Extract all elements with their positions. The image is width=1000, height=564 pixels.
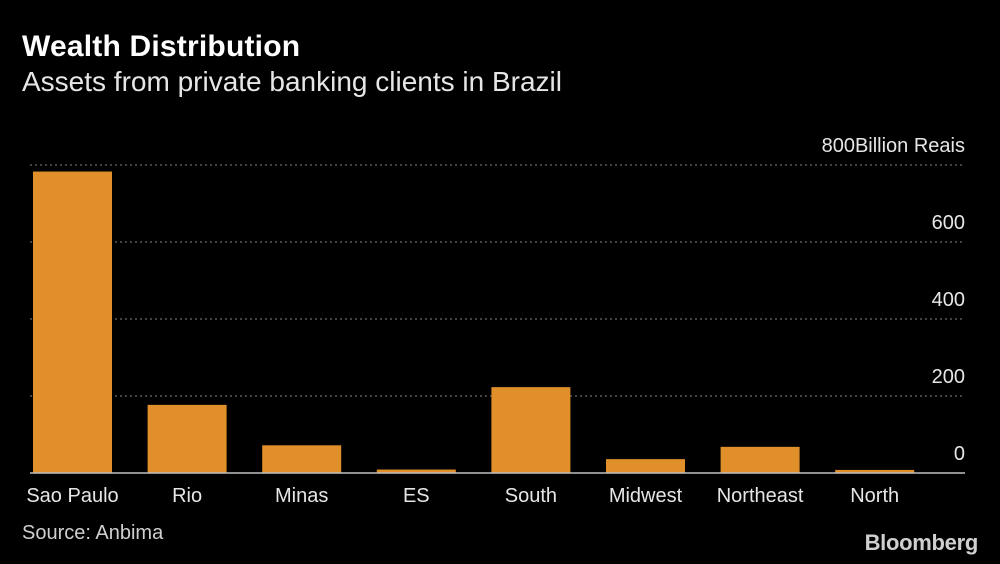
x-tick-label: Sao Paulo xyxy=(26,485,118,507)
chart-subtitle: Assets from private banking clients in B… xyxy=(22,66,562,97)
bar xyxy=(33,171,112,474)
bar xyxy=(147,404,227,473)
x-tick-label: Rio xyxy=(172,485,202,507)
x-tick-label: Northeast xyxy=(717,485,804,507)
y-tick-label: 0 xyxy=(954,443,965,465)
bar xyxy=(720,446,800,473)
bar xyxy=(262,445,342,473)
y-tick-label: 600 xyxy=(932,212,965,234)
x-tick-label: South xyxy=(505,485,557,507)
y-tick-label: 800Billion Reais xyxy=(822,135,965,157)
x-tick-label: ES xyxy=(403,485,430,507)
y-tick-label: 400 xyxy=(932,289,965,311)
x-tick-label: Minas xyxy=(275,485,328,507)
bar xyxy=(376,469,456,473)
bloomberg-logo: Bloomberg xyxy=(864,530,979,555)
chart-title: Wealth Distribution xyxy=(22,30,301,63)
bar xyxy=(491,387,571,473)
bar xyxy=(835,469,915,473)
bar xyxy=(606,459,685,473)
y-tick-label: 200 xyxy=(932,366,965,388)
x-tick-label: Midwest xyxy=(609,485,683,507)
x-tick-label: North xyxy=(850,485,899,507)
source-note: Source: Anbima xyxy=(22,522,164,544)
